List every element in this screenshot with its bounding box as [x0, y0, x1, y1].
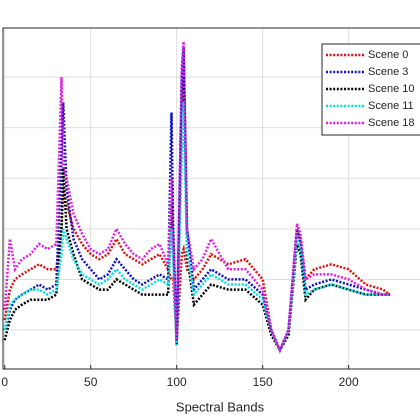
data-line — [3, 46, 390, 354]
legend-label: Scene 10 — [368, 83, 414, 95]
x-tick-label: 100 — [167, 375, 187, 389]
legend-label: Scene 11 — [368, 100, 414, 112]
axes-box — [2, 27, 420, 370]
legend-label: Scene 0 — [368, 49, 408, 61]
legend: Scene 0 Scene 3 Scene 10 Scene 11 Scene 18 — [321, 43, 420, 136]
x-tick-label: 50 — [84, 375, 98, 389]
legend-label: Scene 18 — [368, 117, 414, 129]
x-axis-label: Spectral Bands — [176, 399, 265, 414]
x-tick-label: 0 — [1, 375, 8, 389]
x-tick-label: 150 — [253, 375, 273, 389]
data-line — [3, 77, 390, 353]
data-line — [3, 41, 390, 354]
x-tick-label: 200 — [339, 375, 359, 389]
legend-label: Scene 3 — [368, 66, 408, 78]
